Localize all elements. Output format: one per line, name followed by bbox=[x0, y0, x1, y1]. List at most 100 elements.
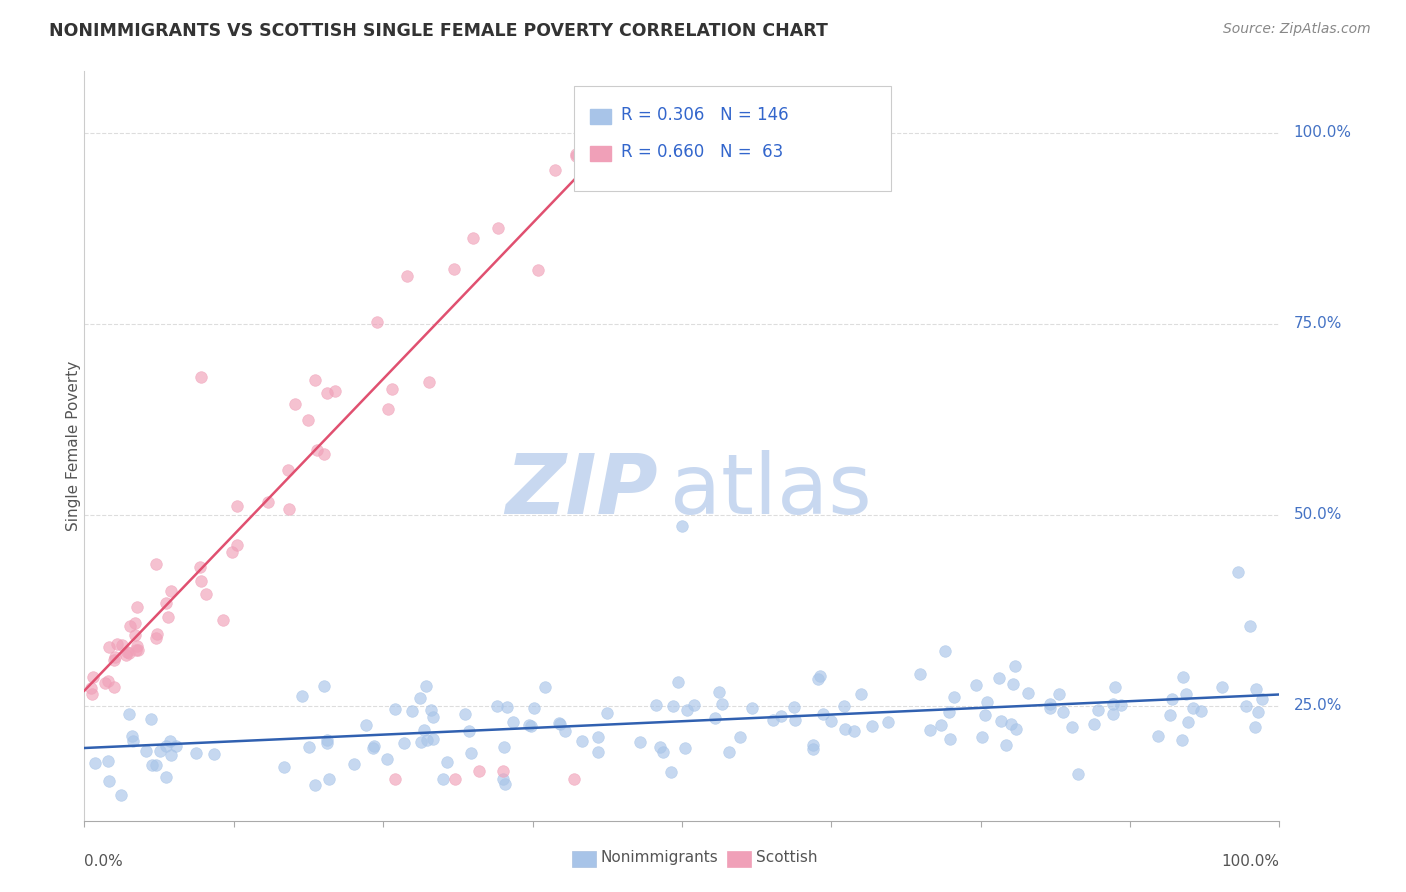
FancyBboxPatch shape bbox=[727, 851, 751, 867]
Point bbox=[860, 719, 883, 733]
Point bbox=[1039, 701, 1062, 715]
Point bbox=[1244, 681, 1267, 696]
Point bbox=[494, 777, 516, 791]
Point bbox=[1160, 692, 1182, 706]
Point bbox=[411, 735, 433, 749]
Point bbox=[1171, 732, 1194, 747]
Point bbox=[1087, 703, 1109, 717]
Point bbox=[145, 758, 167, 772]
Point bbox=[785, 713, 807, 727]
Point bbox=[318, 772, 340, 787]
Point bbox=[1052, 705, 1074, 719]
Point bbox=[125, 599, 148, 614]
Text: ZIP: ZIP bbox=[505, 450, 658, 532]
Point bbox=[277, 463, 299, 477]
Point bbox=[1104, 681, 1126, 695]
Point bbox=[312, 679, 335, 693]
Point bbox=[564, 149, 586, 163]
Point bbox=[79, 681, 101, 695]
Point bbox=[436, 756, 458, 770]
Point bbox=[454, 707, 477, 722]
Point bbox=[808, 669, 831, 683]
Point bbox=[125, 639, 148, 653]
Point bbox=[1005, 723, 1028, 737]
Point bbox=[356, 718, 378, 732]
Point bbox=[596, 706, 619, 721]
Point bbox=[671, 519, 693, 533]
Text: 0.0%: 0.0% bbox=[84, 855, 124, 870]
Point bbox=[304, 372, 326, 386]
Point bbox=[1004, 659, 1026, 673]
Point bbox=[1239, 618, 1261, 632]
Point bbox=[458, 724, 481, 739]
Point bbox=[644, 698, 666, 712]
Point bbox=[122, 734, 145, 748]
Point bbox=[1101, 706, 1123, 721]
Point bbox=[910, 666, 932, 681]
Point bbox=[392, 736, 415, 750]
Point bbox=[443, 262, 465, 277]
Point bbox=[195, 587, 218, 601]
Point bbox=[468, 764, 491, 778]
Point bbox=[486, 220, 509, 235]
Text: R = 0.306   N = 146: R = 0.306 N = 146 bbox=[621, 106, 789, 124]
Point bbox=[418, 375, 440, 389]
Point bbox=[366, 315, 388, 329]
Point bbox=[648, 740, 671, 755]
Point bbox=[314, 447, 336, 461]
Point bbox=[377, 401, 399, 416]
Point bbox=[93, 676, 115, 690]
Point bbox=[342, 757, 364, 772]
Point bbox=[225, 538, 247, 552]
Point bbox=[412, 723, 434, 738]
Point bbox=[1177, 714, 1199, 729]
Point bbox=[1047, 687, 1070, 701]
Text: 25.0%: 25.0% bbox=[1294, 698, 1343, 714]
Point bbox=[877, 714, 900, 729]
Point bbox=[1109, 698, 1132, 712]
Point bbox=[159, 748, 181, 763]
Point bbox=[375, 752, 398, 766]
Point bbox=[221, 545, 243, 559]
Point bbox=[211, 613, 233, 627]
Point bbox=[1017, 686, 1039, 700]
Point bbox=[118, 646, 141, 660]
Point bbox=[527, 263, 550, 277]
Point bbox=[160, 584, 183, 599]
Point bbox=[156, 610, 179, 624]
Point bbox=[384, 702, 406, 716]
Point bbox=[363, 739, 385, 753]
Point bbox=[554, 724, 576, 739]
Point bbox=[832, 698, 855, 713]
Point bbox=[939, 732, 962, 747]
Text: NONIMMIGRANTS VS SCOTTISH SINGLE FEMALE POVERTY CORRELATION CHART: NONIMMIGRANTS VS SCOTTISH SINGLE FEMALE … bbox=[49, 22, 828, 40]
Point bbox=[502, 715, 524, 730]
Point bbox=[990, 714, 1012, 729]
Point bbox=[146, 627, 169, 641]
Point bbox=[942, 690, 965, 704]
Text: Scottish: Scottish bbox=[756, 850, 817, 865]
Point bbox=[115, 648, 138, 663]
Point bbox=[813, 707, 835, 722]
Point bbox=[103, 680, 125, 694]
Point bbox=[659, 764, 682, 779]
Text: 75.0%: 75.0% bbox=[1294, 316, 1343, 331]
Point bbox=[988, 671, 1011, 685]
Text: atlas: atlas bbox=[671, 450, 872, 532]
Point bbox=[571, 733, 593, 747]
Point bbox=[1211, 680, 1233, 694]
Point bbox=[973, 707, 995, 722]
Point bbox=[298, 740, 321, 755]
Point bbox=[84, 756, 107, 771]
Text: 100.0%: 100.0% bbox=[1222, 855, 1279, 870]
Point bbox=[139, 713, 162, 727]
Point bbox=[80, 687, 103, 701]
Point bbox=[273, 759, 295, 773]
Point bbox=[118, 707, 141, 722]
Point bbox=[190, 370, 212, 384]
Point bbox=[118, 618, 141, 632]
Point bbox=[1101, 697, 1123, 711]
Point bbox=[492, 772, 515, 786]
Point bbox=[519, 718, 541, 732]
Point bbox=[920, 723, 942, 737]
